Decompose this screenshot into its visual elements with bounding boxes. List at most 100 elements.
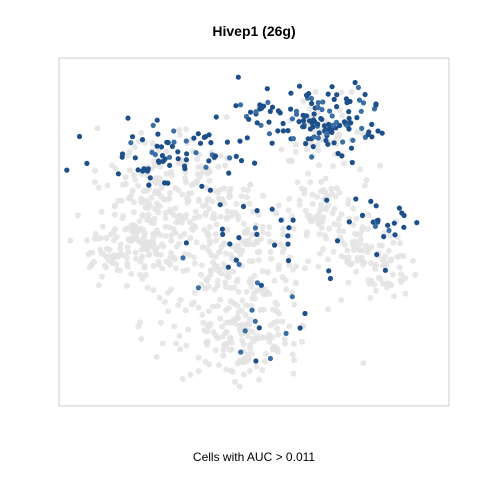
active-cell-point [330, 122, 336, 128]
background-cell-point [242, 311, 249, 318]
background-cell-point [273, 344, 280, 351]
background-cell-point [257, 306, 264, 313]
active-cell-point [135, 167, 141, 173]
background-cell-point [158, 193, 165, 200]
active-cell-point [290, 136, 296, 142]
background-cell-point [239, 337, 245, 344]
active-cell-point [150, 122, 156, 128]
active-cell-point [339, 153, 345, 159]
active-cell-point [346, 219, 352, 225]
background-cell-point [162, 223, 169, 230]
background-cell-point [305, 170, 312, 177]
active-cell-point [309, 154, 315, 160]
background-cell-point [242, 238, 249, 245]
active-cell-point [392, 232, 398, 238]
active-cell-point [346, 109, 352, 115]
background-cell-point [256, 376, 262, 383]
background-cell-point [246, 341, 253, 348]
background-cell-point [190, 181, 197, 187]
active-cell-point [167, 162, 173, 168]
active-cell-point [280, 120, 286, 127]
background-cell-point [92, 167, 98, 174]
active-cell-point [128, 140, 134, 146]
background-cell-point [141, 263, 148, 270]
background-cell-point [325, 256, 331, 263]
background-cell-point [218, 195, 225, 202]
background-cell-point [206, 205, 213, 212]
background-cell-point [139, 253, 146, 260]
active-cell-point [166, 154, 173, 160]
background-cell-point [209, 214, 216, 221]
active-cell-point [236, 261, 242, 267]
background-cell-point [137, 258, 144, 265]
background-cell-point [212, 347, 219, 354]
active-cell-point [324, 130, 330, 137]
background-cell-point [126, 167, 133, 174]
background-cell-point [163, 170, 170, 177]
background-cell-point [147, 203, 154, 209]
active-cell-point [224, 139, 230, 145]
active-cell-point [175, 149, 181, 155]
active-cell-point [349, 159, 355, 166]
background-cell-point [113, 261, 120, 268]
background-cell-point [265, 231, 272, 238]
background-cell-point [168, 250, 175, 257]
active-cell-point [335, 150, 341, 157]
background-cell-point [230, 300, 237, 307]
background-cell-point [136, 218, 143, 225]
background-cell-point [154, 244, 161, 251]
background-cell-point [162, 148, 169, 155]
active-cell-point [374, 251, 380, 258]
active-cell-point [266, 131, 272, 137]
active-cell-point [296, 83, 303, 89]
active-cell-point [253, 358, 259, 364]
active-cell-point [375, 217, 381, 223]
background-cell-point [125, 249, 132, 256]
background-cell-point [199, 311, 206, 318]
background-cell-point [169, 172, 175, 179]
background-cell-point [176, 127, 183, 133]
active-cell-point [369, 134, 375, 140]
background-cell-point [325, 202, 332, 209]
background-cell-point [280, 225, 287, 232]
background-cell-point [260, 192, 266, 199]
active-cell-point [84, 160, 90, 166]
active-cell-point [316, 130, 322, 136]
background-cell-point [262, 291, 269, 298]
active-cell-point [257, 106, 263, 112]
background-cell-point [142, 271, 149, 278]
active-cell-point [334, 92, 340, 98]
background-cell-point [317, 250, 324, 257]
active-cell-point [381, 234, 387, 240]
active-cell-point [319, 106, 325, 113]
background-cell-point [220, 241, 227, 247]
active-cell-point [369, 121, 375, 127]
background-cell-point [320, 246, 327, 252]
background-cell-point [173, 213, 180, 220]
active-cell-point [258, 282, 264, 288]
background-cell-point [161, 299, 168, 306]
background-cell-point [368, 260, 375, 267]
background-cell-point [410, 257, 416, 264]
background-cell-point [67, 237, 74, 244]
background-cell-point [275, 331, 281, 338]
background-cell-point [353, 215, 360, 222]
background-cell-point [94, 235, 101, 242]
background-cell-point [274, 301, 280, 308]
background-cell-point [223, 328, 230, 335]
active-cell-point [264, 86, 270, 92]
background-cell-point [210, 303, 217, 310]
background-cell-point [396, 264, 403, 271]
background-cell-point [217, 152, 224, 159]
background-cell-point [385, 247, 392, 254]
background-cell-point [316, 162, 322, 169]
background-cell-point [233, 200, 240, 207]
active-cell-point [373, 102, 379, 108]
background-cell-point [336, 107, 343, 114]
background-cell-point [113, 234, 120, 241]
background-cell-point [238, 193, 245, 200]
background-cell-point [170, 226, 177, 233]
background-cell-point [193, 239, 200, 246]
background-cell-point [307, 179, 314, 186]
background-cell-point [330, 248, 337, 255]
